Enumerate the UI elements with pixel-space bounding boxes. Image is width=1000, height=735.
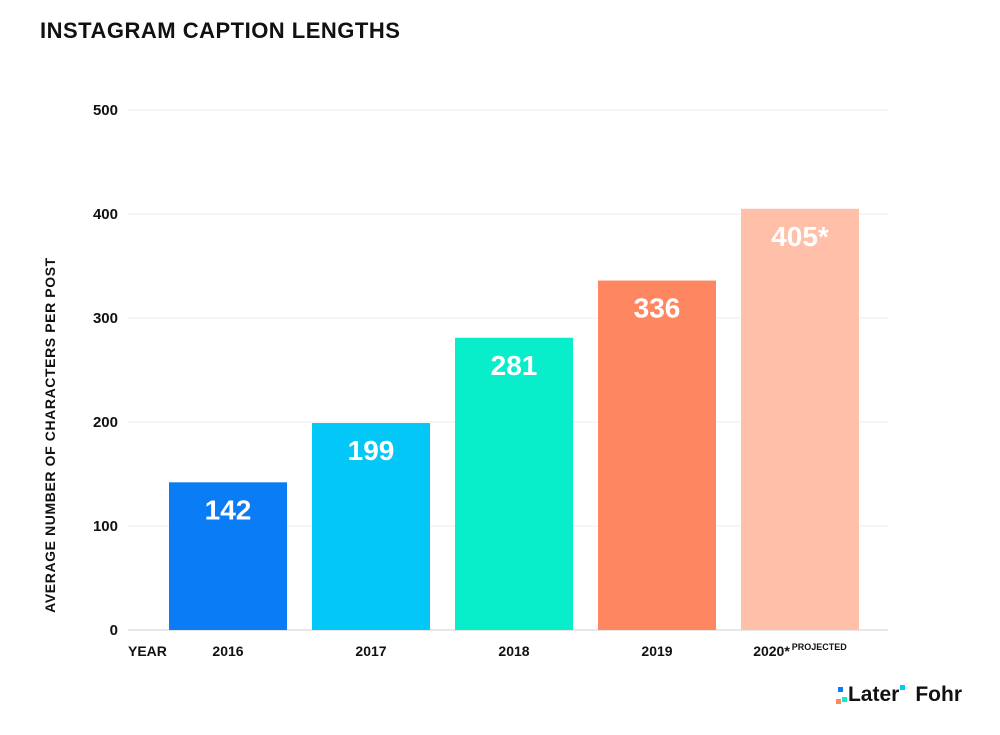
chart-title: INSTAGRAM CAPTION LENGTHS xyxy=(40,18,401,43)
bar-2016 xyxy=(169,482,287,630)
y-tick-label: 300 xyxy=(93,310,118,327)
y-tick-label: 400 xyxy=(93,206,118,223)
later-logo-text: Later xyxy=(847,683,900,706)
x-tick-label: 2019 xyxy=(641,643,672,659)
x-axis-ticks: 2016 2017 2018 2019 2020* PROJECTED xyxy=(212,642,847,659)
bar-value-label: 281 xyxy=(491,350,538,381)
x-tick-label: 2016 xyxy=(212,643,243,659)
bar-value-label: 142 xyxy=(205,494,252,525)
bars: 142 199 281 336 405* xyxy=(169,208,859,631)
y-axis-ticks: 0 100 200 300 400 500 xyxy=(93,102,118,639)
x-tick-note: PROJECTED xyxy=(792,642,848,652)
bar-2019 xyxy=(598,280,716,630)
bar-2018 xyxy=(455,337,573,630)
bar-value-label: 405* xyxy=(771,221,829,252)
y-tick-label: 500 xyxy=(93,102,118,119)
y-tick-label: 0 xyxy=(110,622,118,639)
x-tick-label: 2018 xyxy=(498,643,529,659)
later-logo: Later xyxy=(835,683,906,707)
x-axis-label: YEAR xyxy=(128,643,167,659)
fohr-logo: Fohr xyxy=(915,683,962,706)
x-tick-label: 2020* PROJECTED xyxy=(753,642,847,659)
y-tick-label: 200 xyxy=(93,414,118,431)
bar-2017 xyxy=(312,423,430,630)
y-tick-label: 100 xyxy=(93,518,118,535)
x-tick-label: 2017 xyxy=(355,643,386,659)
y-axis-label: AVERAGE NUMBER OF CHARACTERS PER POST xyxy=(42,257,58,613)
brand-logos: Later Fohr xyxy=(835,683,962,707)
bar-value-label: 199 xyxy=(348,435,395,466)
bar-2020 xyxy=(741,208,859,631)
bar-value-label: 336 xyxy=(634,293,681,324)
